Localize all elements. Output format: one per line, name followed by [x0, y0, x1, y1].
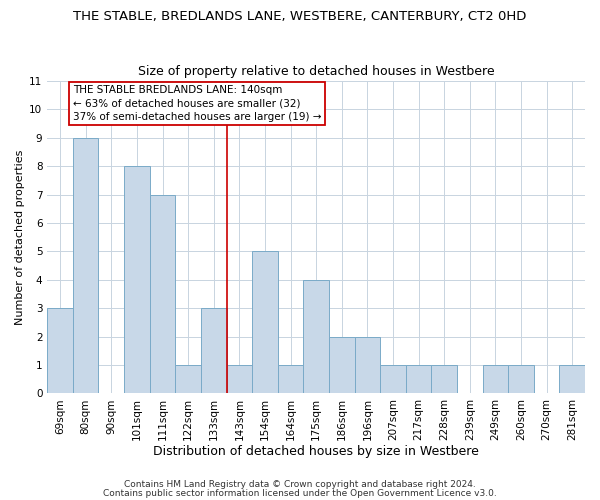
Bar: [73, 138, 98, 394]
Bar: [227, 365, 252, 394]
Bar: [175, 365, 201, 394]
Bar: [329, 336, 355, 394]
Bar: [201, 308, 227, 394]
Text: Contains public sector information licensed under the Open Government Licence v3: Contains public sector information licen…: [103, 489, 497, 498]
Bar: [278, 365, 304, 394]
Bar: [406, 365, 431, 394]
Bar: [482, 365, 508, 394]
Text: THE STABLE BREDLANDS LANE: 140sqm
← 63% of detached houses are smaller (32)
37% : THE STABLE BREDLANDS LANE: 140sqm ← 63% …: [73, 86, 322, 122]
Text: THE STABLE, BREDLANDS LANE, WESTBERE, CANTERBURY, CT2 0HD: THE STABLE, BREDLANDS LANE, WESTBERE, CA…: [73, 10, 527, 23]
Y-axis label: Number of detached properties: Number of detached properties: [15, 150, 25, 325]
Bar: [124, 166, 150, 394]
Bar: [431, 365, 457, 394]
Bar: [559, 365, 585, 394]
Text: Contains HM Land Registry data © Crown copyright and database right 2024.: Contains HM Land Registry data © Crown c…: [124, 480, 476, 489]
Bar: [252, 252, 278, 394]
Bar: [304, 280, 329, 394]
Bar: [355, 336, 380, 394]
Bar: [380, 365, 406, 394]
Bar: [150, 194, 175, 394]
Bar: [47, 308, 73, 394]
Bar: [508, 365, 534, 394]
Title: Size of property relative to detached houses in Westbere: Size of property relative to detached ho…: [138, 66, 494, 78]
X-axis label: Distribution of detached houses by size in Westbere: Distribution of detached houses by size …: [153, 444, 479, 458]
